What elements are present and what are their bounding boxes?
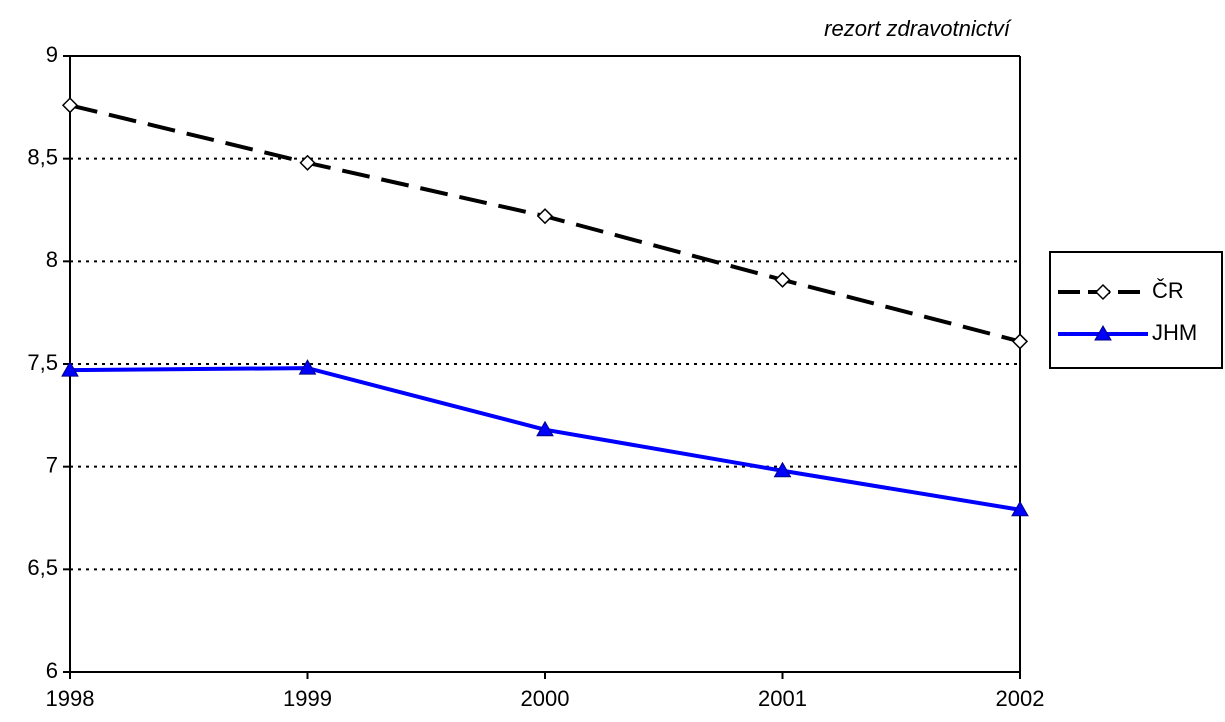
legend-label: JHM bbox=[1152, 320, 1197, 345]
marker bbox=[536, 420, 554, 437]
x-tick-label: 1999 bbox=[283, 686, 332, 711]
marker bbox=[774, 271, 791, 288]
y-tick-label: 9 bbox=[46, 42, 58, 67]
chart-title: rezort zdravotnictví bbox=[824, 16, 1012, 41]
marker bbox=[61, 97, 79, 114]
marker bbox=[299, 154, 316, 171]
y-tick-label: 7,5 bbox=[27, 350, 58, 375]
marker bbox=[773, 461, 792, 478]
legend-label: ČR bbox=[1152, 278, 1184, 303]
x-tick-label: 2000 bbox=[521, 686, 570, 711]
y-tick-label: 6,5 bbox=[27, 555, 58, 580]
x-tick-label: 1998 bbox=[46, 686, 95, 711]
marker bbox=[298, 359, 317, 375]
marker bbox=[536, 208, 554, 225]
legend-marker bbox=[1094, 324, 1112, 341]
y-tick-label: 8,5 bbox=[27, 144, 58, 169]
legend-box bbox=[1049, 251, 1223, 369]
marker bbox=[1011, 333, 1029, 350]
x-tick-label: 2001 bbox=[758, 686, 807, 711]
y-tick-label: 6 bbox=[46, 658, 58, 683]
series-line bbox=[69, 366, 1021, 512]
y-tick-label: 8 bbox=[46, 247, 58, 272]
marker bbox=[1011, 500, 1029, 517]
legend-marker bbox=[1094, 283, 1112, 301]
marker bbox=[61, 361, 79, 377]
y-tick-label: 7 bbox=[46, 452, 58, 477]
x-tick-label: 2002 bbox=[996, 686, 1045, 711]
